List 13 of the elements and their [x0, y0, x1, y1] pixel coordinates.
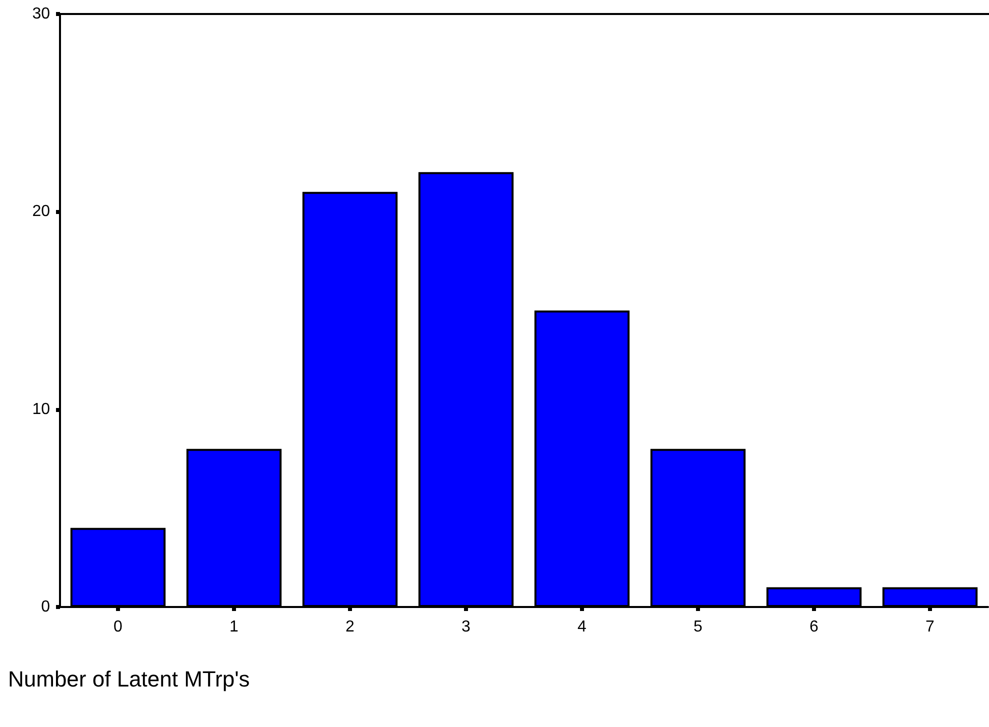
y-tick-label: 10 — [32, 400, 50, 418]
x-tick-label: 5 — [694, 618, 703, 636]
x-tick-label: 6 — [810, 618, 819, 636]
y-tick-label: 30 — [32, 6, 50, 22]
x-tick-label: 1 — [230, 618, 239, 636]
x-axis-title: Number of Latent MTrp's — [8, 666, 250, 692]
x-tick-label: 7 — [926, 618, 935, 636]
x-tick-label: 4 — [578, 618, 587, 636]
x-tick-label: 3 — [462, 618, 471, 636]
y-tick-label: 20 — [32, 203, 50, 220]
y-tick-label: 0 — [41, 598, 50, 616]
x-tick-label: 0 — [114, 618, 123, 636]
x-tick-label: 2 — [346, 618, 355, 636]
